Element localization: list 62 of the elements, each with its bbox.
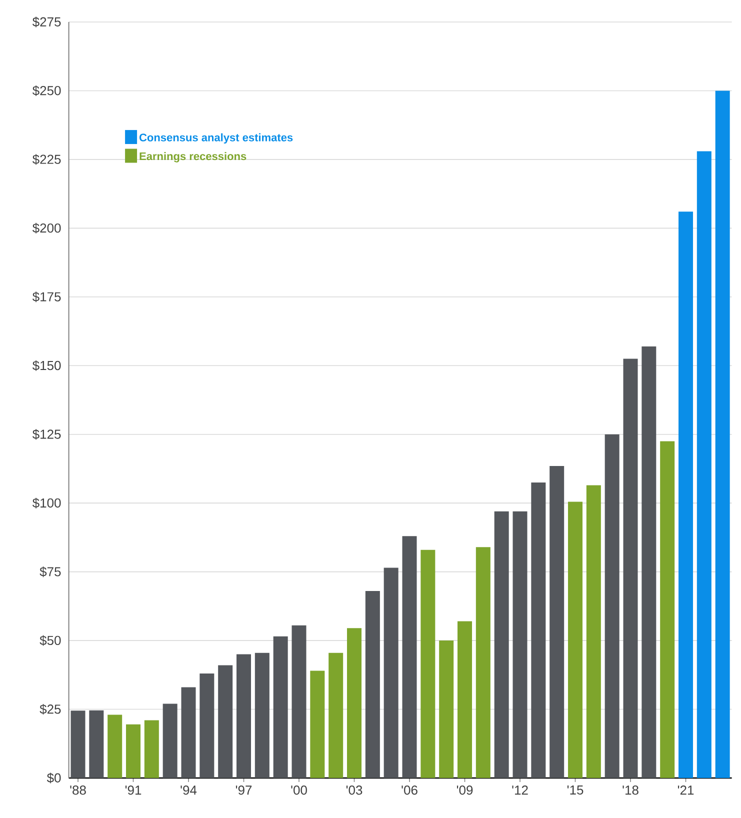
bar bbox=[236, 654, 252, 778]
bar bbox=[678, 212, 694, 778]
bar bbox=[144, 720, 159, 778]
bar bbox=[384, 568, 398, 778]
legend-label: Consensus analyst estimates bbox=[139, 133, 293, 144]
bar bbox=[292, 625, 306, 778]
bar bbox=[531, 482, 546, 778]
bar bbox=[420, 550, 436, 778]
bar bbox=[550, 466, 564, 778]
y-tick-label: $225 bbox=[32, 154, 61, 165]
x-tick-label: '88 bbox=[70, 786, 86, 795]
y-tick-label: $75 bbox=[40, 566, 61, 578]
bar bbox=[604, 434, 620, 778]
x-tick-label: '94 bbox=[180, 786, 197, 795]
bar bbox=[586, 485, 601, 778]
y-tick-label: $250 bbox=[32, 85, 61, 96]
bar bbox=[623, 358, 638, 778]
bar bbox=[476, 547, 490, 778]
x-tick-label: '18 bbox=[622, 786, 638, 795]
bar bbox=[310, 670, 325, 778]
bar bbox=[89, 710, 104, 778]
bar bbox=[642, 346, 656, 778]
x-tick-label: '15 bbox=[567, 786, 584, 795]
bar bbox=[218, 665, 233, 778]
bar bbox=[273, 636, 288, 778]
bar bbox=[254, 652, 270, 778]
bar bbox=[70, 710, 86, 778]
legend-label: Earnings recessions bbox=[140, 152, 246, 162]
y-tick-label: $100 bbox=[32, 498, 61, 508]
x-tick-label: '21 bbox=[678, 786, 694, 795]
bar bbox=[126, 724, 140, 778]
x-tick-label: '09 bbox=[456, 786, 473, 795]
bar bbox=[162, 704, 178, 778]
bar bbox=[660, 441, 675, 778]
y-tick-label: $125 bbox=[32, 429, 61, 440]
x-tick-label: '03 bbox=[346, 786, 362, 795]
bar bbox=[568, 502, 583, 778]
x-tick-label: '12 bbox=[512, 786, 528, 795]
bar bbox=[108, 714, 122, 778]
y-tick-label: $25 bbox=[40, 704, 61, 715]
x-tick-label: '00 bbox=[291, 786, 307, 795]
x-tick-label: '91 bbox=[125, 786, 142, 795]
bar bbox=[402, 536, 417, 778]
bar bbox=[715, 90, 730, 778]
bar bbox=[439, 640, 454, 778]
y-tick-label: $200 bbox=[32, 222, 61, 234]
bar bbox=[696, 151, 712, 778]
y-tick-label: $150 bbox=[32, 360, 61, 371]
x-tick-label: '97 bbox=[236, 786, 252, 795]
y-tick-label: $175 bbox=[32, 292, 61, 302]
bar bbox=[365, 591, 380, 778]
bar bbox=[328, 652, 344, 778]
bar bbox=[458, 621, 472, 778]
x-tick-label: '06 bbox=[402, 786, 418, 795]
y-tick-label: $0 bbox=[46, 772, 61, 784]
bar bbox=[494, 511, 509, 778]
bar bbox=[200, 674, 214, 778]
bar bbox=[181, 687, 196, 778]
y-tick-label: $275 bbox=[32, 16, 61, 28]
y-tick-label: $50 bbox=[40, 635, 61, 646]
bar bbox=[347, 628, 362, 778]
bar bbox=[512, 511, 528, 778]
